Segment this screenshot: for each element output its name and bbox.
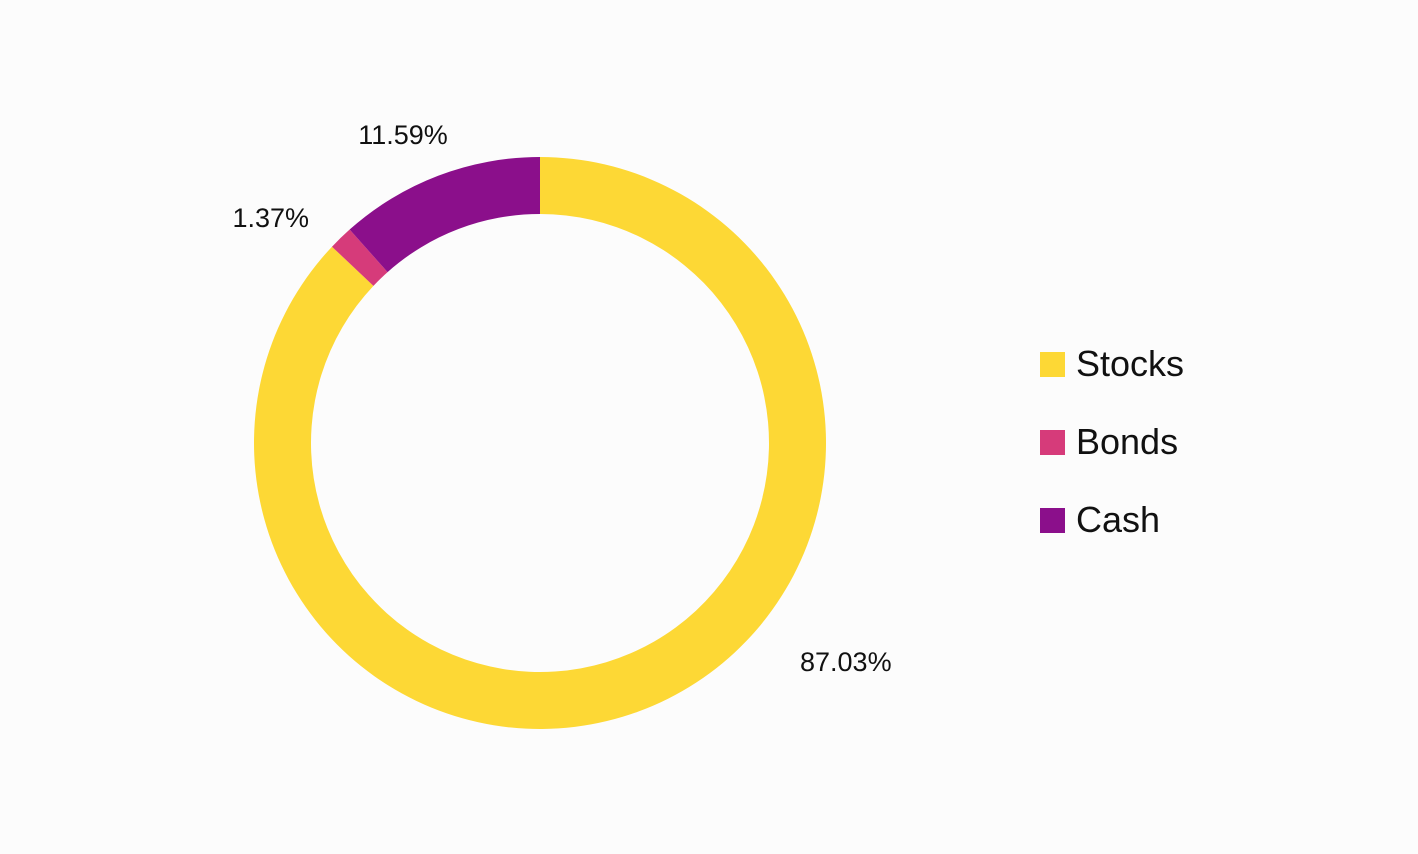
data-label-bonds: 1.37% [232,203,309,233]
legend-swatch-stocks [1040,352,1065,377]
legend: Stocks Bonds Cash [1040,340,1300,574]
legend-item-bonds: Bonds [1040,418,1300,466]
legend-item-cash: Cash [1040,496,1300,544]
data-labels: 87.03% 1.37% 11.59% [232,120,891,677]
donut-slice-cash [349,157,540,273]
data-label-cash: 11.59% [358,120,448,150]
donut-slices [254,157,827,729]
legend-label-bonds: Bonds [1076,421,1179,462]
legend-item-stocks: Stocks [1040,340,1300,388]
donut-slice-bonds [331,229,388,286]
legend-swatch-bonds [1040,430,1065,455]
legend-label-stocks: Stocks [1076,343,1185,384]
legend-swatch-cash [1040,508,1065,533]
data-label-stocks: 87.03% [800,647,892,677]
legend-label-cash: Cash [1076,499,1161,540]
